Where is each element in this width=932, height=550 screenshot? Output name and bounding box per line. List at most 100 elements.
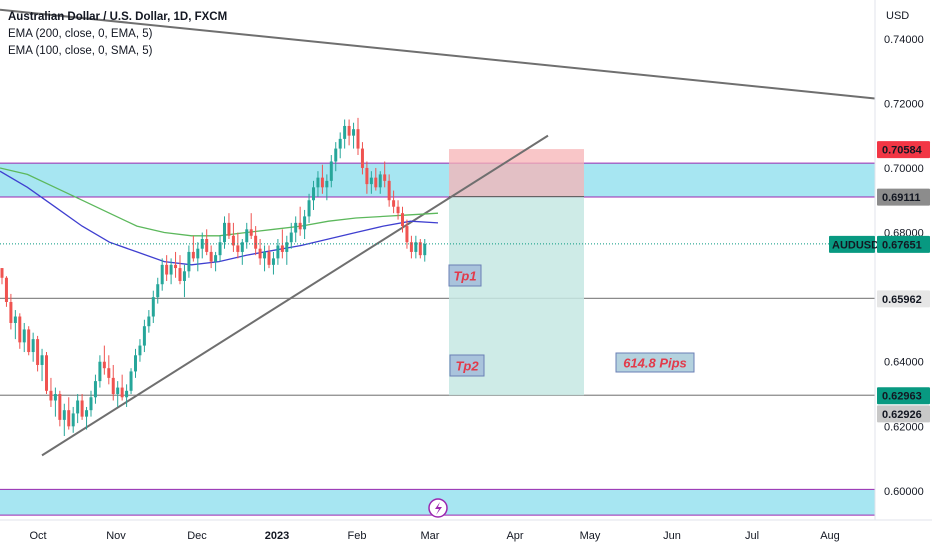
chart-legend: Australian Dollar / U.S. Dollar, 1D, FXC… bbox=[8, 9, 227, 60]
entry-price-badge: 0.69111 bbox=[882, 192, 921, 204]
candle-body bbox=[356, 129, 360, 149]
candle-body bbox=[4, 277, 8, 302]
candle-body bbox=[71, 413, 75, 427]
candle-body bbox=[258, 248, 262, 259]
tp2-label-box bbox=[449, 354, 485, 377]
candle-body bbox=[312, 187, 315, 201]
price-axis bbox=[875, 0, 932, 550]
candle-body bbox=[334, 148, 338, 162]
candle-body bbox=[347, 125, 351, 136]
candle-body bbox=[271, 258, 275, 265]
candle-body bbox=[249, 229, 253, 236]
last-price-badge: 0.67651 bbox=[882, 239, 922, 251]
candle-body bbox=[31, 339, 35, 353]
legend-ema200[interactable]: EMA (200, close, 0, EMA, 5) bbox=[8, 28, 153, 40]
candle-body bbox=[418, 242, 422, 256]
legend-symbol-title[interactable]: Australian Dollar / U.S. Dollar, 1D, FXC… bbox=[8, 11, 228, 23]
candle-body bbox=[285, 242, 289, 252]
candle-body bbox=[80, 400, 84, 417]
candle-body bbox=[409, 242, 413, 252]
candle-body bbox=[22, 329, 26, 343]
stop-price-badge: 0.70584 bbox=[882, 145, 923, 157]
tp2-alt-price-badge-bg bbox=[877, 405, 930, 423]
candle-body bbox=[93, 381, 97, 398]
candle-body bbox=[378, 174, 382, 188]
candle-body bbox=[67, 410, 71, 427]
y-tick-label: 0.74000 bbox=[884, 34, 924, 46]
y-tick-label: 0.60000 bbox=[884, 486, 924, 498]
y-tick-label: 0.64000 bbox=[884, 357, 924, 369]
support-resistance-zone bbox=[0, 163, 875, 198]
candle-body bbox=[396, 206, 400, 214]
tp1-price-badge-bg bbox=[877, 290, 930, 308]
candle-body bbox=[98, 361, 102, 382]
candle-body bbox=[187, 251, 191, 272]
candle-body bbox=[156, 284, 160, 298]
candle-body bbox=[76, 400, 80, 414]
candle-body bbox=[27, 329, 31, 353]
candle-body bbox=[227, 222, 231, 236]
candle-body bbox=[151, 297, 155, 317]
candle-body bbox=[267, 251, 271, 265]
candle-body bbox=[125, 390, 129, 398]
candle-body bbox=[405, 226, 409, 243]
candle-body bbox=[401, 213, 404, 227]
candle-body bbox=[298, 222, 302, 230]
candle-body bbox=[236, 245, 240, 252]
candle-body bbox=[387, 180, 391, 201]
candle-body bbox=[200, 239, 204, 249]
legend-ema100[interactable]: EMA (100, close, 0, SMA, 5) bbox=[8, 45, 153, 57]
candle-body bbox=[160, 264, 164, 285]
candle-body bbox=[53, 394, 57, 401]
candle-body bbox=[214, 255, 218, 262]
x-tick-label: Aug bbox=[820, 530, 840, 542]
candle-body bbox=[13, 316, 17, 323]
candle-body bbox=[18, 316, 22, 343]
x-tick-label: Mar bbox=[421, 530, 440, 542]
candle-body bbox=[191, 251, 195, 259]
candle-body bbox=[40, 355, 44, 365]
candle-body bbox=[165, 264, 169, 275]
ema100-line bbox=[0, 170, 439, 266]
candle-body bbox=[320, 177, 324, 188]
candle-body bbox=[303, 216, 307, 230]
tp2-label: Tp2 bbox=[455, 359, 479, 374]
candle-body bbox=[147, 316, 151, 327]
tp2-price-badge-bg bbox=[877, 387, 930, 405]
candle-body bbox=[111, 377, 115, 395]
candle-body bbox=[231, 235, 235, 246]
x-tick-label: Jul bbox=[745, 530, 759, 542]
candle-body bbox=[414, 242, 418, 252]
candle-body bbox=[307, 200, 311, 217]
candle-body bbox=[174, 264, 178, 269]
x-tick-label: Apr bbox=[506, 530, 523, 542]
descending-trendline bbox=[0, 8, 876, 100]
x-tick-label: Dec bbox=[187, 530, 207, 542]
candle-body bbox=[9, 301, 13, 323]
candle-body bbox=[0, 268, 4, 278]
candle-body bbox=[338, 138, 342, 149]
candle-body bbox=[280, 245, 284, 252]
candle-body bbox=[45, 355, 48, 391]
tp2-price-badge: 0.62963 bbox=[882, 391, 922, 403]
tp1-price-badge: 0.65962 bbox=[882, 294, 922, 306]
candle-body bbox=[316, 177, 320, 188]
candle-body bbox=[89, 397, 93, 411]
candle-body bbox=[205, 239, 209, 252]
y-tick-label: 0.70000 bbox=[884, 163, 924, 175]
candle-body bbox=[245, 229, 249, 243]
candle-body bbox=[169, 264, 173, 275]
candle-body bbox=[107, 368, 111, 378]
candle-body bbox=[240, 242, 244, 252]
candle-body bbox=[223, 222, 226, 243]
axis-currency: USD bbox=[886, 10, 909, 22]
candle-body bbox=[423, 243, 427, 256]
candle-body bbox=[369, 177, 373, 185]
stop-price-badge-bg bbox=[877, 141, 930, 159]
candle-body bbox=[294, 222, 298, 233]
x-tick-label: Feb bbox=[348, 530, 367, 542]
candle-body bbox=[58, 394, 62, 420]
x-tick-label: Jun bbox=[663, 530, 681, 542]
